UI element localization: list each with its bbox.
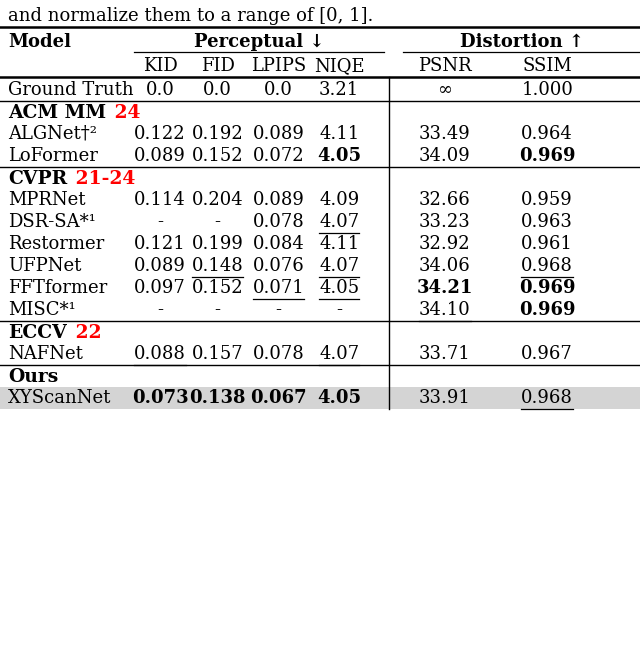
Text: 33.71: 33.71 — [419, 345, 470, 363]
Text: 0.192: 0.192 — [192, 125, 243, 143]
Text: ∞: ∞ — [437, 81, 452, 99]
Text: LoFormer: LoFormer — [8, 147, 98, 165]
Text: DSR-SA*¹: DSR-SA*¹ — [8, 213, 96, 231]
Text: and normalize them to a range of [0, 1].: and normalize them to a range of [0, 1]. — [8, 7, 373, 25]
Text: 0.138: 0.138 — [189, 389, 246, 407]
Text: 32.66: 32.66 — [419, 191, 470, 209]
Text: -: - — [336, 301, 342, 319]
Text: -: - — [275, 301, 282, 319]
Text: 0.964: 0.964 — [522, 125, 573, 143]
Text: ACM MM: ACM MM — [8, 104, 106, 122]
Text: 4.11: 4.11 — [319, 235, 359, 253]
Text: 33.23: 33.23 — [419, 213, 470, 231]
Text: 4.05: 4.05 — [317, 389, 361, 407]
Text: 0.071: 0.071 — [253, 279, 304, 297]
Text: 21-24: 21-24 — [70, 170, 136, 188]
Text: Perceptual ↓: Perceptual ↓ — [194, 33, 324, 51]
Text: MPRNet: MPRNet — [8, 191, 86, 209]
Text: 34.09: 34.09 — [419, 147, 470, 165]
Text: 0.157: 0.157 — [192, 345, 243, 363]
Text: 0.078: 0.078 — [253, 345, 304, 363]
Text: 0.089: 0.089 — [252, 191, 305, 209]
Text: 0.0: 0.0 — [264, 81, 293, 99]
Text: 0.199: 0.199 — [191, 235, 244, 253]
Text: 0.088: 0.088 — [134, 345, 186, 363]
Text: 0.097: 0.097 — [134, 279, 186, 297]
Text: 0.089: 0.089 — [134, 147, 186, 165]
Text: 4.07: 4.07 — [319, 213, 359, 231]
Text: UFPNet: UFPNet — [8, 257, 82, 275]
Text: 0.959: 0.959 — [522, 191, 573, 209]
Text: -: - — [157, 213, 163, 231]
Text: FID: FID — [201, 57, 234, 75]
Text: 0.967: 0.967 — [522, 345, 573, 363]
Text: 0.076: 0.076 — [253, 257, 304, 275]
Text: 0.0: 0.0 — [145, 81, 175, 99]
Text: 0.067: 0.067 — [250, 389, 307, 407]
Text: Distortion ↑: Distortion ↑ — [460, 33, 584, 51]
Text: 0.968: 0.968 — [521, 257, 573, 275]
Text: -: - — [214, 213, 221, 231]
Text: 34.06: 34.06 — [419, 257, 470, 275]
Text: 1.000: 1.000 — [521, 81, 573, 99]
Text: 4.11: 4.11 — [319, 125, 359, 143]
Text: 0.152: 0.152 — [192, 279, 243, 297]
Text: XYScanNet: XYScanNet — [8, 389, 112, 407]
Bar — [0, 387, 640, 409]
Text: 0.072: 0.072 — [253, 147, 304, 165]
Text: 33.91: 33.91 — [419, 389, 471, 407]
Text: 0.961: 0.961 — [521, 235, 573, 253]
Text: 0.078: 0.078 — [253, 213, 304, 231]
Text: 4.05: 4.05 — [319, 279, 359, 297]
Text: 0.204: 0.204 — [192, 191, 243, 209]
Text: 3.21: 3.21 — [319, 81, 359, 99]
Text: NIQE: NIQE — [314, 57, 365, 75]
Text: NAFNet: NAFNet — [8, 345, 83, 363]
Text: 0.963: 0.963 — [521, 213, 573, 231]
Text: 0.084: 0.084 — [253, 235, 304, 253]
Text: Ground Truth: Ground Truth — [8, 81, 134, 99]
Text: MISC*¹: MISC*¹ — [8, 301, 76, 319]
Text: Model: Model — [8, 33, 71, 51]
Text: Ours: Ours — [8, 368, 59, 386]
Text: ECCV: ECCV — [8, 324, 67, 342]
Text: 0.114: 0.114 — [134, 191, 186, 209]
Text: CVPR: CVPR — [8, 170, 67, 188]
Text: 0.122: 0.122 — [134, 125, 186, 143]
Text: 0.0: 0.0 — [203, 81, 232, 99]
Text: 24: 24 — [108, 104, 141, 122]
Text: 0.121: 0.121 — [134, 235, 186, 253]
Text: 0.089: 0.089 — [252, 125, 305, 143]
Text: -: - — [157, 301, 163, 319]
Text: FFTformer: FFTformer — [8, 279, 108, 297]
Text: 22: 22 — [69, 324, 102, 342]
Text: SSIM: SSIM — [522, 57, 572, 75]
Text: 33.49: 33.49 — [419, 125, 470, 143]
Text: 4.07: 4.07 — [319, 257, 359, 275]
Text: 0.968: 0.968 — [521, 389, 573, 407]
Text: 0.073: 0.073 — [132, 389, 188, 407]
Text: 0.148: 0.148 — [192, 257, 243, 275]
Text: ALGNet†²: ALGNet†² — [8, 125, 97, 143]
Text: 0.969: 0.969 — [519, 279, 575, 297]
Text: 34.10: 34.10 — [419, 301, 470, 319]
Text: KID: KID — [143, 57, 177, 75]
Text: 0.152: 0.152 — [192, 147, 243, 165]
Text: -: - — [214, 301, 221, 319]
Text: LPIPS: LPIPS — [251, 57, 306, 75]
Text: Restormer: Restormer — [8, 235, 104, 253]
Text: 34.21: 34.21 — [417, 279, 473, 297]
Text: 0.089: 0.089 — [134, 257, 186, 275]
Text: 4.07: 4.07 — [319, 345, 359, 363]
Text: 4.09: 4.09 — [319, 191, 359, 209]
Text: 32.92: 32.92 — [419, 235, 470, 253]
Text: 4.05: 4.05 — [317, 147, 361, 165]
Text: PSNR: PSNR — [418, 57, 472, 75]
Text: 0.969: 0.969 — [519, 147, 575, 165]
Text: 0.969: 0.969 — [519, 301, 575, 319]
